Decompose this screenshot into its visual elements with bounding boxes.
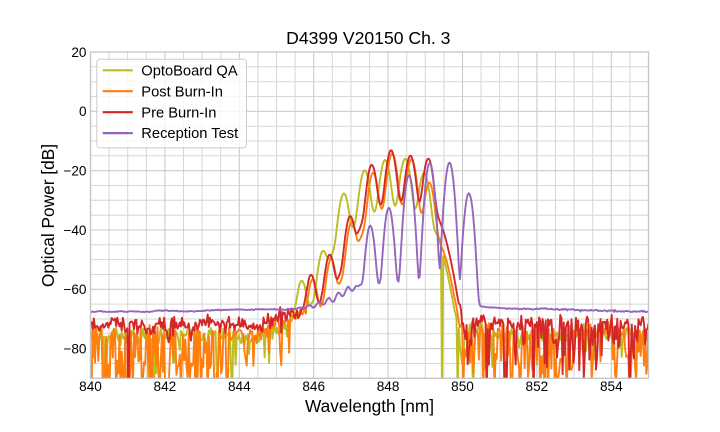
svg-text:848: 848 <box>377 379 400 394</box>
svg-text:−60: −60 <box>63 282 86 297</box>
svg-text:OptoBoard QA: OptoBoard QA <box>141 63 238 79</box>
svg-text:842: 842 <box>154 379 177 394</box>
svg-text:0: 0 <box>79 104 87 119</box>
svg-text:20: 20 <box>71 45 87 60</box>
svg-text:−40: −40 <box>63 223 86 238</box>
svg-text:Pre Burn-In: Pre Burn-In <box>141 105 216 121</box>
svg-text:D4399 V20150 Ch. 3: D4399 V20150 Ch. 3 <box>286 28 451 48</box>
svg-text:850: 850 <box>451 379 474 394</box>
svg-text:852: 852 <box>526 379 549 394</box>
svg-text:844: 844 <box>228 379 251 394</box>
svg-text:Wavelength [nm]: Wavelength [nm] <box>305 396 434 416</box>
svg-text:−20: −20 <box>63 164 86 179</box>
svg-text:840: 840 <box>79 379 102 394</box>
svg-text:854: 854 <box>600 379 623 394</box>
svg-text:−80: −80 <box>63 342 86 357</box>
svg-text:Reception Test: Reception Test <box>141 126 238 142</box>
svg-text:Post Burn-In: Post Burn-In <box>141 84 223 100</box>
svg-text:Optical Power [dB]: Optical Power [dB] <box>38 144 58 287</box>
svg-text:846: 846 <box>302 379 325 394</box>
